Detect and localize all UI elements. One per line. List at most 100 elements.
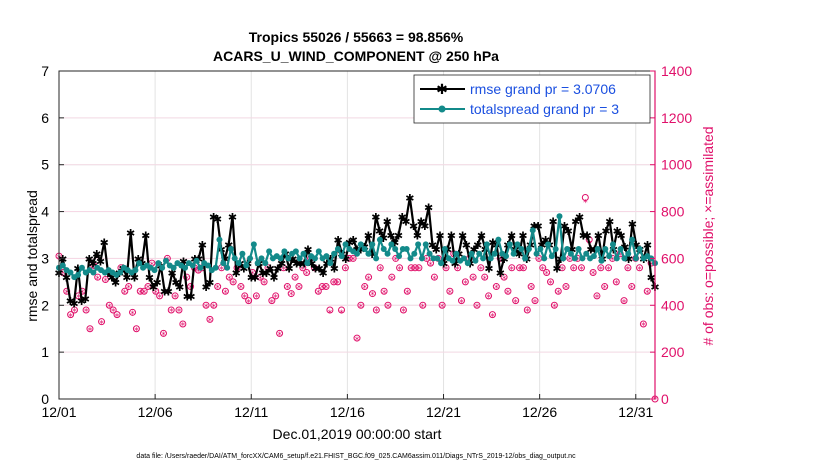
obs-possible-point bbox=[396, 264, 404, 272]
y2-tick-label: 1200 bbox=[661, 110, 692, 126]
totalspread-point bbox=[418, 255, 425, 262]
rmse-point: ✱ bbox=[111, 276, 120, 289]
obs-assimilated-point: * bbox=[482, 275, 487, 285]
totalspread-point bbox=[525, 246, 532, 253]
rmse-point: ✱ bbox=[533, 220, 542, 233]
totalspread-point bbox=[411, 250, 418, 257]
obs-assimilated-point: * bbox=[641, 322, 646, 332]
obs-possible-point bbox=[597, 264, 605, 272]
totalspread-point bbox=[625, 250, 632, 257]
obs-possible-point bbox=[624, 264, 632, 272]
totalspread-point bbox=[59, 262, 66, 269]
totalspread-point bbox=[243, 262, 250, 269]
totalspread-point bbox=[78, 264, 85, 271]
totalspread-point bbox=[541, 255, 548, 262]
obs-assimilated-point: * bbox=[103, 277, 108, 287]
rmse-point: ✱ bbox=[239, 262, 248, 275]
totalspread-point bbox=[453, 250, 460, 257]
rmse-point: ✱ bbox=[341, 253, 350, 266]
obs-assimilated-point: * bbox=[568, 256, 573, 266]
obs-possible-point bbox=[504, 287, 512, 295]
obs-assimilated-point: * bbox=[455, 265, 460, 275]
rmse-point: ✱ bbox=[164, 286, 173, 299]
obs-possible-point bbox=[485, 292, 493, 300]
obs-possible-point bbox=[229, 278, 237, 286]
totalspread-point bbox=[216, 236, 223, 243]
obs-possible-point bbox=[461, 278, 469, 286]
obs-possible-point bbox=[500, 273, 508, 281]
totalspread-point bbox=[220, 260, 227, 267]
totalspread-point bbox=[510, 250, 517, 257]
totalspread-point bbox=[258, 255, 265, 262]
obs-assimilated-point: * bbox=[270, 298, 275, 308]
totalspread-point bbox=[254, 260, 261, 267]
totalspread-point bbox=[136, 260, 143, 267]
obs-assimilated-point: * bbox=[92, 263, 97, 273]
obs-assimilated-point: * bbox=[339, 309, 344, 319]
rmse-point: ✱ bbox=[258, 267, 267, 280]
obs-possible-point bbox=[368, 290, 376, 298]
obs-assimilated-point: * bbox=[239, 284, 244, 294]
totalspread-point bbox=[514, 241, 521, 248]
obs-possible-point bbox=[82, 306, 90, 314]
obs-assimilated-point: * bbox=[649, 261, 654, 271]
obs-possible-point bbox=[349, 254, 357, 262]
totalspread-point bbox=[281, 248, 288, 255]
rmse-point: ✱ bbox=[624, 253, 633, 266]
x-tick-label: 12/16 bbox=[330, 404, 365, 420]
obs-possible-point bbox=[419, 301, 427, 309]
rmse-point: ✱ bbox=[103, 267, 112, 280]
obs-possible-point bbox=[473, 301, 481, 309]
totalspread-point bbox=[537, 246, 544, 253]
x-axis-ticks: 12/01 12/06 12/11 12/16 12/21 12/26 12/31 bbox=[41, 394, 653, 420]
obs-assimilated-point: * bbox=[72, 308, 77, 318]
rmse-point: ✱ bbox=[620, 241, 629, 254]
obs-assimilated-point: * bbox=[312, 265, 317, 275]
rmse-point: ✱ bbox=[549, 215, 558, 228]
legend-spread-marker bbox=[438, 105, 446, 113]
rmse-point: ✱ bbox=[575, 211, 584, 224]
rmse-point: ✱ bbox=[77, 295, 86, 308]
rmse-point: ✱ bbox=[537, 239, 546, 252]
obs-possible-point bbox=[639, 320, 647, 328]
obs-assimilated-point: * bbox=[517, 265, 522, 275]
obs-assimilated-point: * bbox=[513, 298, 518, 308]
totalspread-point bbox=[193, 257, 200, 264]
legend-spread-label: totalspread grand pr = 3 bbox=[470, 101, 619, 117]
rmse-point: ✱ bbox=[326, 253, 335, 266]
obs-assimilated-point: * bbox=[115, 312, 120, 322]
obs-assimilated-point: * bbox=[324, 284, 329, 294]
obs-assimilated-point: * bbox=[281, 265, 286, 275]
totalspread-point bbox=[556, 213, 563, 220]
y-tick-label: 4 bbox=[41, 204, 49, 220]
obs-assimilated-point: * bbox=[583, 199, 588, 209]
obs-assimilated-point: * bbox=[258, 275, 263, 285]
obs-possible-point bbox=[86, 325, 94, 333]
obs-assimilated-point: * bbox=[506, 289, 511, 299]
obs-assimilated-point: * bbox=[146, 284, 151, 294]
obs-possible-point bbox=[488, 311, 496, 319]
obs-assimilated-point: * bbox=[64, 289, 69, 299]
obs-possible-point bbox=[132, 325, 140, 333]
rmse-point: ✱ bbox=[432, 244, 441, 257]
legend-rmse-marker: ✱ bbox=[436, 82, 448, 98]
totalspread-point bbox=[518, 246, 525, 253]
totalspread-point bbox=[170, 264, 177, 271]
totalspread-point bbox=[388, 241, 395, 248]
rmse-point: ✱ bbox=[579, 230, 588, 243]
obs-assimilated-point: * bbox=[409, 265, 414, 275]
rmse-point: ✱ bbox=[168, 267, 177, 280]
obs-possible-point bbox=[179, 320, 187, 328]
rmse-point: ✱ bbox=[496, 267, 505, 280]
rmse-point: ✱ bbox=[134, 253, 143, 266]
obs-possible-point bbox=[407, 264, 415, 272]
rmse-point: ✱ bbox=[398, 211, 407, 224]
obs-possible-point bbox=[543, 268, 551, 276]
obs-assimilated-point: * bbox=[366, 275, 371, 285]
y2-tick-label: 0 bbox=[661, 391, 669, 407]
obs-possible-point bbox=[272, 292, 280, 300]
rmse-point: ✱ bbox=[284, 262, 293, 275]
rmse-point: ✱ bbox=[428, 239, 437, 252]
obs-possible-point bbox=[299, 264, 307, 272]
obs-assimilated-point: * bbox=[219, 265, 224, 275]
